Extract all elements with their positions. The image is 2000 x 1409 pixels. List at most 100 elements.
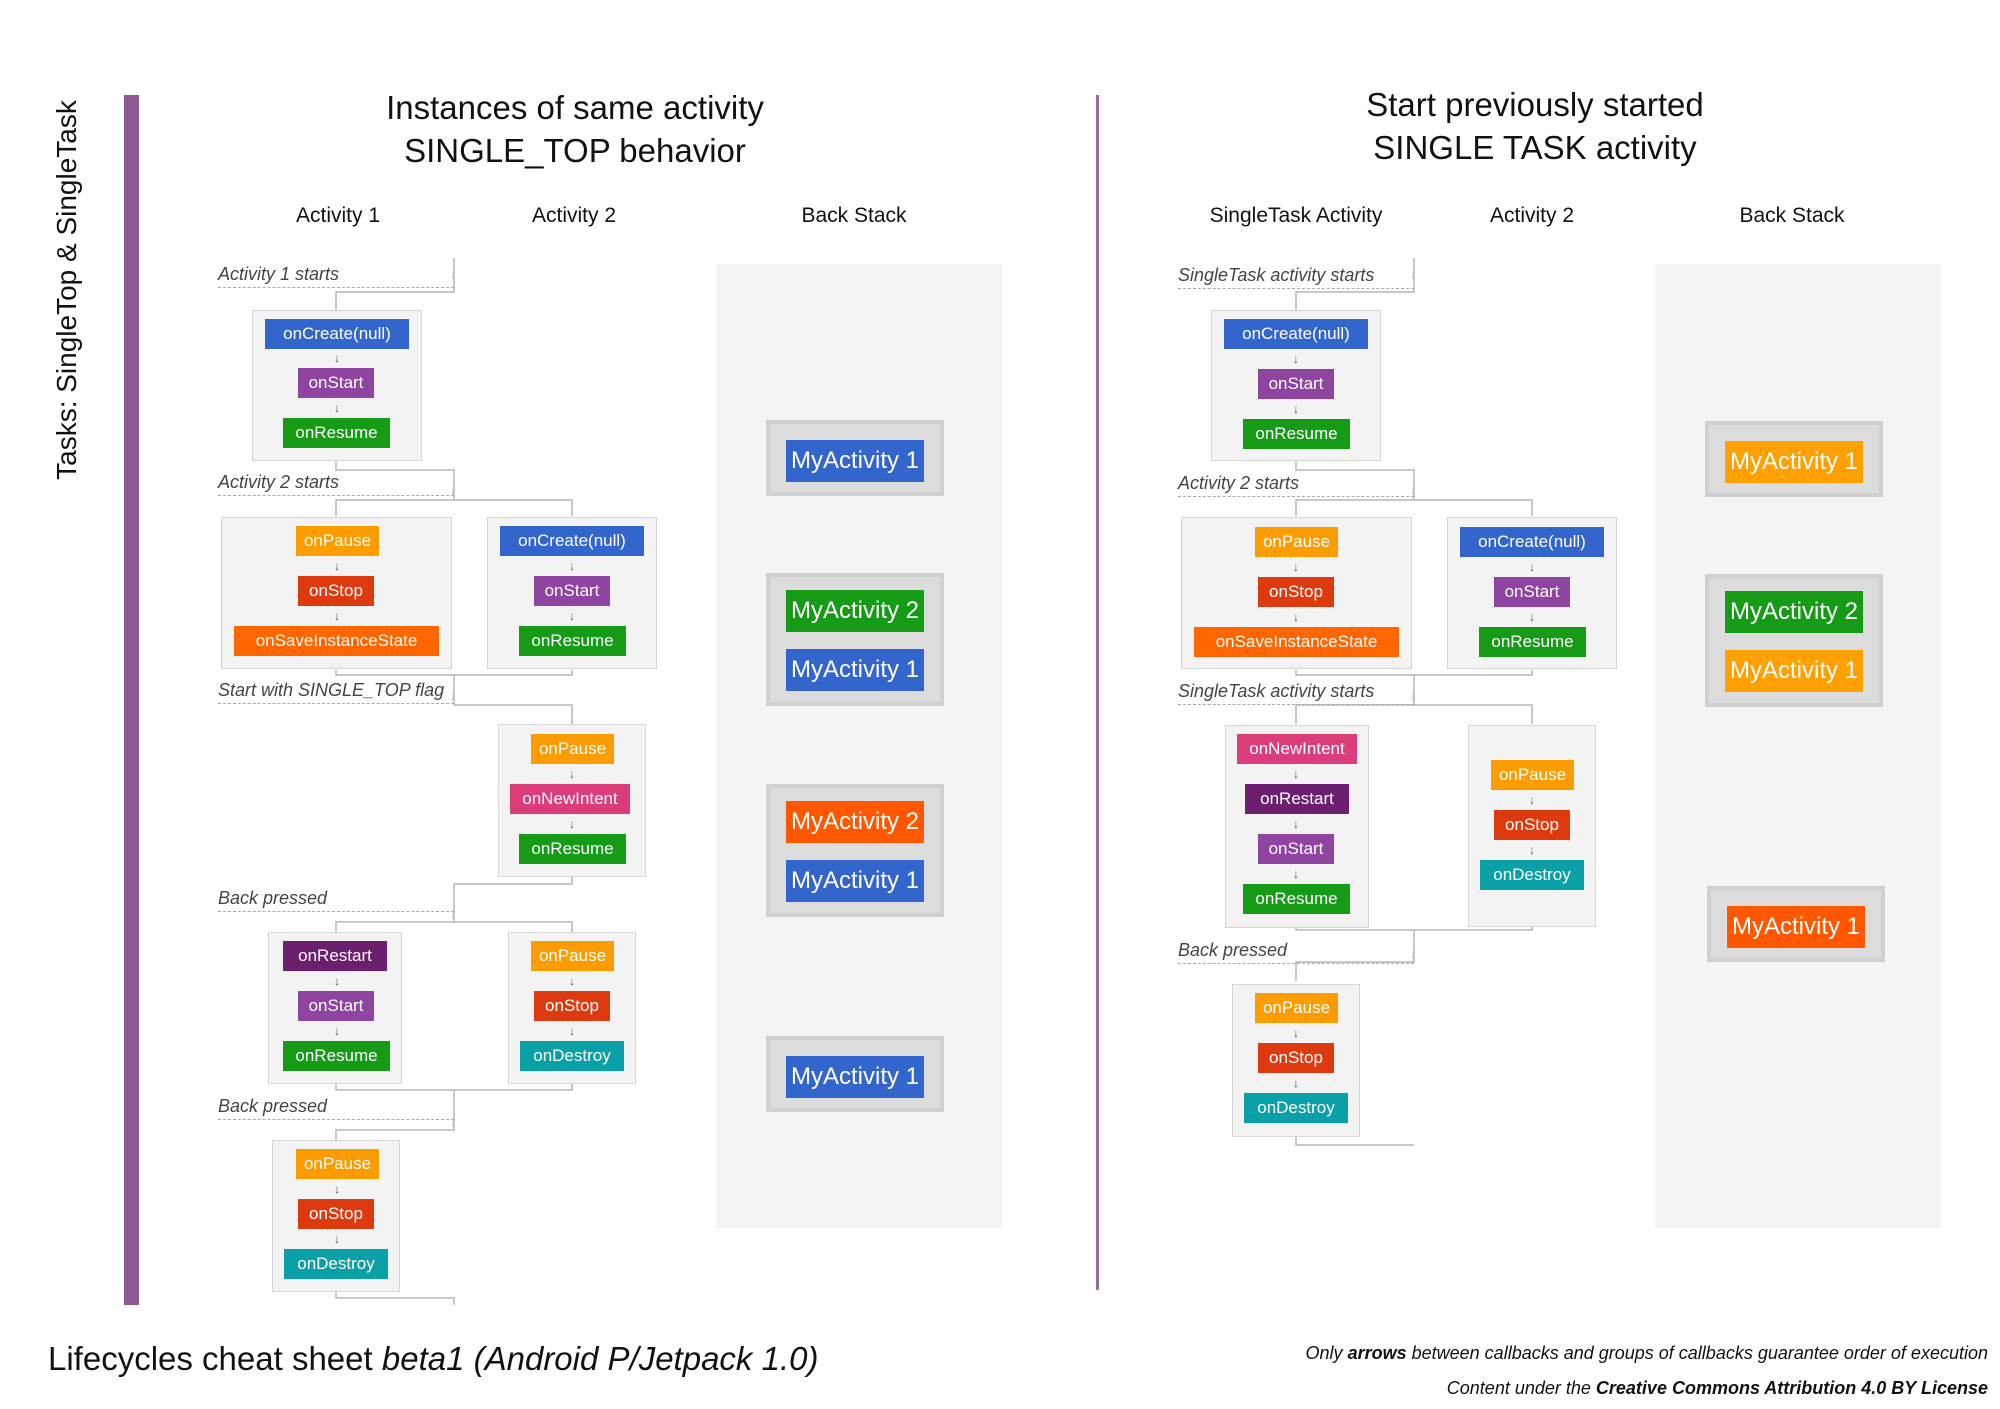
arrow-icon: ↓ [1293, 767, 1299, 781]
note-text: Content under the [1446, 1378, 1591, 1398]
callback-ondestroy: onDestroy [284, 1249, 388, 1279]
right-title-line2: SINGLE TASK activity [1373, 129, 1697, 166]
back-stack-panel [1655, 264, 1941, 1228]
callback-onsaveinstancestate: onSaveInstanceState [234, 626, 439, 656]
connector [335, 1084, 573, 1140]
stack-entry-myactivity1: MyActivity 1 [1727, 906, 1865, 948]
event-label: Activity 1 starts [218, 264, 340, 284]
event-label: Activity 2 starts [1178, 473, 1300, 493]
arrow-icon: ↓ [569, 609, 575, 623]
footer-title: Lifecycles cheat sheet beta1 (Android P/… [48, 1340, 818, 1378]
arrow-icon: ↓ [569, 1024, 575, 1038]
arrow-icon: ↓ [334, 351, 340, 365]
callback-onstart: onStart [1258, 834, 1334, 864]
event-divider [218, 495, 454, 496]
note-text: between callbacks and groups of callback… [1411, 1343, 1988, 1363]
right-title-line1: Start previously started [1366, 86, 1704, 123]
arrow-icon: ↓ [1293, 610, 1299, 624]
connector [1295, 1137, 1414, 1146]
callback-oncreate: onCreate(null) [1224, 319, 1368, 349]
stack-entry-myactivity2: MyActivity 2 [786, 590, 924, 632]
callback-onpause: onPause [531, 941, 614, 971]
event-label: Back pressed [1178, 940, 1288, 960]
event-label: Back pressed [218, 1096, 328, 1116]
connector [1295, 670, 1533, 724]
callback-onresume: onResume [519, 626, 626, 656]
callback-onrestart: onRestart [1245, 784, 1349, 814]
event-divider [218, 911, 454, 912]
event-label: SingleTask activity starts [1178, 681, 1375, 701]
callback-onrestart: onRestart [283, 941, 387, 971]
arrow-head: ↓ [450, 907, 456, 921]
callback-oncreate: onCreate(null) [265, 319, 409, 349]
arrow-icon: ↓ [1529, 560, 1535, 574]
arrow-icon: ↓ [1293, 560, 1299, 574]
column-header-activity1: Activity 1 [295, 204, 381, 227]
arrow-icon: ↓ [334, 1024, 340, 1038]
right-panel-title: Start previously started SINGLE TASK act… [1290, 83, 1780, 169]
column-header-activity2: Activity 2 [531, 204, 617, 227]
license-link[interactable]: Creative Commons Attribution 4.0 BY Lice… [1595, 1378, 1988, 1398]
callback-onpause: onPause [296, 526, 379, 556]
left-title-line2: SINGLE_TOP behavior [404, 132, 746, 169]
event-divider [1178, 288, 1414, 289]
callback-onstart: onStart [534, 576, 610, 606]
callback-onstart: onStart [298, 368, 374, 398]
callback-ondestroy: onDestroy [1480, 860, 1584, 890]
callback-oncreate: onCreate(null) [500, 526, 644, 556]
arrow-icon: ↓ [1529, 610, 1535, 624]
arrow-head: ↓ [450, 689, 456, 703]
footer-title-main: Lifecycles cheat sheet [48, 1340, 373, 1377]
stack-entry-myactivity1: MyActivity 1 [1725, 650, 1863, 692]
arrow-icon: ↓ [334, 974, 340, 988]
stack-entry-myactivity1: MyActivity 1 [786, 649, 924, 691]
callback-onpause: onPause [531, 734, 614, 764]
arrow-icon: ↓ [1293, 1076, 1299, 1090]
arrow-head: ↓ [1410, 947, 1416, 961]
callback-onpause: onPause [1491, 760, 1574, 790]
panel-divider [1096, 95, 1099, 1290]
callback-onstop: onStop [534, 991, 610, 1021]
arrow-icon: ↓ [334, 609, 340, 623]
connector [335, 461, 573, 516]
event-label: Activity 2 starts [218, 472, 340, 492]
arrow-head: ↓ [450, 483, 456, 497]
arrow-icon: ↓ [1529, 793, 1535, 807]
callback-onstop: onStop [1258, 577, 1334, 607]
stack-entry-myactivity1: MyActivity 1 [1725, 441, 1863, 483]
note-text: Only [1305, 1343, 1343, 1363]
arrow-head: ↓ [450, 267, 456, 281]
connector [1295, 461, 1533, 516]
event-divider [218, 287, 454, 288]
arrow-icon: ↓ [1293, 352, 1299, 366]
arrow-icon: ↓ [1293, 402, 1299, 416]
event-divider [218, 703, 454, 704]
event-divider [1178, 704, 1414, 705]
event-divider [1178, 963, 1414, 964]
footer-note-license: Content under the Creative Commons Attri… [1447, 1378, 1988, 1399]
callback-onstop: onStop [1258, 1043, 1334, 1073]
callback-onnewintent: onNewIntent [510, 784, 630, 814]
side-accent-bar [124, 95, 139, 1305]
stack-entry-myactivity1: MyActivity 1 [786, 1056, 924, 1098]
footer-note-ordering: Only arrows between callbacks and groups… [1306, 1343, 1988, 1364]
callback-onresume: onResume [519, 834, 626, 864]
stack-entry-myactivity1: MyActivity 1 [786, 440, 924, 482]
callback-ondestroy: onDestroy [520, 1041, 624, 1071]
callback-onresume: onResume [1243, 419, 1350, 449]
arrow-head: ↓ [1410, 689, 1416, 703]
column-header-backstack: Back Stack [1739, 204, 1845, 227]
connector [335, 258, 455, 318]
column-header-activity2: Activity 2 [1489, 204, 1575, 227]
callback-onsaveinstancestate: onSaveInstanceState [1194, 627, 1399, 657]
arrow-icon: ↓ [1293, 1026, 1299, 1040]
event-label: SingleTask activity starts [1178, 265, 1375, 285]
arrow-icon: ↓ [1529, 843, 1535, 857]
stack-entry-myactivity1: MyActivity 1 [786, 860, 924, 902]
arrow-head: ↓ [450, 1115, 456, 1129]
callback-onresume: onResume [283, 1041, 390, 1071]
event-divider [1178, 496, 1414, 497]
arrow-head: ↓ [1410, 483, 1416, 497]
connector [335, 670, 573, 724]
